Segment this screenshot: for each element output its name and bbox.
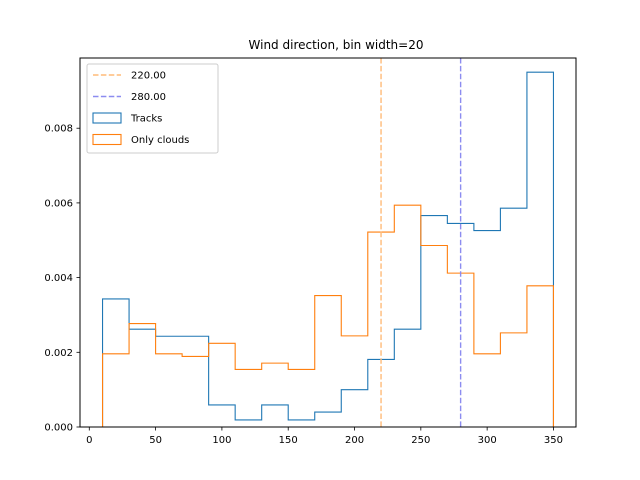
y-tick-label: 0.004: [44, 273, 73, 284]
legend-box: [86, 63, 219, 154]
chart-title: Wind direction, bin width=20: [249, 38, 424, 52]
legend-patch-swatch: [92, 112, 122, 124]
x-tick-label: 100: [212, 435, 231, 446]
x-tick-label: 300: [478, 435, 497, 446]
series-tracks-step: [101, 71, 555, 427]
legend-label: Only clouds: [131, 135, 189, 146]
x-axis: 0 50 100 150 200 250 300 350: [86, 427, 563, 446]
legend: 220.00 280.00 Tracks Only clouds: [86, 63, 219, 154]
y-axis: 0.000 0.002 0.004 0.006 0.008: [44, 124, 80, 434]
y-tick-label: 0.000: [44, 423, 73, 434]
series-only-clouds-step: [101, 204, 555, 427]
plot-area: [101, 58, 555, 427]
legend-label: Tracks: [130, 114, 162, 125]
x-tick-label: 0: [86, 435, 92, 446]
x-tick-label: 200: [345, 435, 364, 446]
legend-label: 220.00: [131, 71, 166, 82]
legend-label: 280.00: [131, 92, 166, 103]
x-tick-label: 150: [279, 435, 298, 446]
x-tick-label: 350: [544, 435, 563, 446]
y-tick-label: 0.006: [44, 198, 73, 209]
axes-frame: [79, 57, 577, 428]
x-tick-label: 250: [411, 435, 430, 446]
y-tick-label: 0.008: [44, 124, 73, 135]
legend-patch-swatch: [92, 133, 122, 146]
y-tick-label: 0.002: [44, 348, 73, 359]
x-tick-label: 50: [149, 435, 162, 446]
